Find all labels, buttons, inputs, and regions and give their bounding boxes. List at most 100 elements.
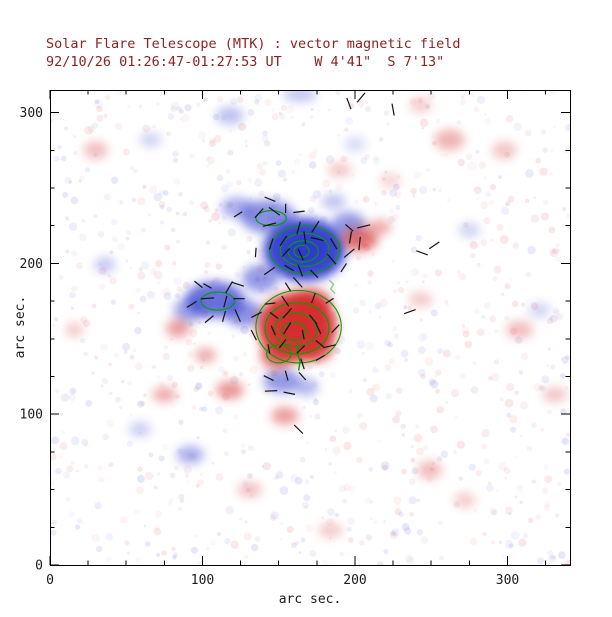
x-tick-label: 200 <box>343 573 366 588</box>
field-vector <box>254 208 264 219</box>
x-axis-label: arc sec. <box>278 592 342 607</box>
field-vector <box>223 295 228 308</box>
field-vector <box>284 282 292 292</box>
negative-polarity-blob <box>216 106 244 125</box>
positive-polarity-blob <box>216 381 244 400</box>
negative-polarity-blob <box>294 378 319 397</box>
field-vector <box>264 196 276 202</box>
field-vector <box>268 238 274 250</box>
positive-polarity-blob <box>367 219 392 235</box>
field-vector <box>296 345 306 354</box>
positive-polarity-blob <box>417 461 442 479</box>
field-vector <box>292 276 303 288</box>
field-vector <box>282 307 292 319</box>
negative-polarity-blob <box>139 132 162 148</box>
field-vector <box>270 325 276 336</box>
positive-polarity-blob <box>454 492 476 508</box>
field-vector <box>358 236 361 251</box>
plot-frame <box>50 90 571 566</box>
positive-polarity-blob <box>492 141 517 160</box>
negative-polarity-blob <box>344 136 366 152</box>
field-contour <box>255 210 287 227</box>
field-vector <box>348 231 353 244</box>
field-vector <box>428 241 440 250</box>
field-vector <box>233 211 243 218</box>
field-vector <box>391 103 395 116</box>
negative-polarity-blob <box>528 302 551 318</box>
green-mark <box>328 279 336 295</box>
field-contour <box>273 312 318 347</box>
field-vector <box>356 92 366 103</box>
field-vector <box>340 263 348 273</box>
field-vector <box>310 236 324 242</box>
polarity-blob-layer <box>65 90 567 538</box>
negative-polarity-blob <box>283 90 317 102</box>
field-vector <box>200 297 214 300</box>
field-vector <box>225 281 234 294</box>
field-vector <box>300 358 305 370</box>
negative-polarity-blob <box>225 299 262 327</box>
positive-polarity-blob <box>237 482 262 498</box>
plot-subtitle: 92/10/26 01:26:47-01:27:53 UT W 4'41" S … <box>46 54 445 70</box>
field-contour <box>287 240 319 263</box>
field-vector <box>315 339 325 348</box>
field-vector <box>297 264 304 277</box>
tick-labels: 0 100 200 300 0 100 200 300 <box>20 106 520 588</box>
field-vector <box>264 302 276 305</box>
field-contour <box>265 344 292 364</box>
field-vector <box>264 390 278 392</box>
negative-polarity-blob <box>176 445 204 464</box>
field-vector <box>309 314 318 325</box>
field-vector <box>309 269 319 279</box>
positive-polarity-blob <box>152 387 177 403</box>
field-vector <box>301 329 305 340</box>
x-tick-label: 100 <box>191 573 214 588</box>
positive-polarity-blob <box>165 319 191 338</box>
field-vector <box>293 210 305 214</box>
field-vector <box>284 264 295 272</box>
positive-polarity-blob <box>327 162 352 178</box>
field-vector <box>325 297 334 304</box>
negative-polarity-blob <box>240 200 296 234</box>
positive-polarity-blob <box>408 292 433 308</box>
field-vector <box>416 250 429 256</box>
y-tick-label: 300 <box>20 106 43 121</box>
field-contour <box>269 225 341 275</box>
field-vector <box>303 231 307 244</box>
positive-polarity-blob <box>434 129 465 151</box>
y-tick-label: 0 <box>35 559 43 574</box>
negative-polarity-blob <box>263 368 301 394</box>
field-vector <box>329 237 338 250</box>
field-vector <box>283 322 292 335</box>
field-vector <box>234 309 241 322</box>
negative-polarity-blob <box>281 233 328 267</box>
plot-title: Solar Flare Telescope (MTK) : vector mag… <box>46 36 461 52</box>
field-vector <box>345 223 354 232</box>
plot-area <box>50 90 570 565</box>
field-vector <box>250 329 257 341</box>
field-vector <box>251 311 262 319</box>
x-tick-label: 300 <box>496 573 519 588</box>
vector-layer <box>186 92 440 435</box>
field-vector <box>296 221 301 235</box>
positive-polarity-blob <box>83 141 108 160</box>
field-vector <box>311 292 316 304</box>
positive-polarity-blob <box>506 320 534 339</box>
field-vector <box>279 235 288 247</box>
field-vector <box>315 354 325 362</box>
field-vector <box>263 375 274 382</box>
y-tick-label: 100 <box>20 408 43 423</box>
noise-layer <box>50 90 570 565</box>
field-contour <box>281 321 307 341</box>
field-vector <box>293 424 304 435</box>
positive-polarity-blob <box>194 347 217 363</box>
positive-polarity-blob <box>318 522 343 538</box>
field-vector <box>323 344 336 349</box>
field-vector <box>278 339 287 349</box>
field-vector <box>357 224 371 229</box>
field-vector <box>194 280 203 289</box>
positive-polarity-blob <box>379 173 401 188</box>
negative-polarity-blob <box>321 194 346 210</box>
